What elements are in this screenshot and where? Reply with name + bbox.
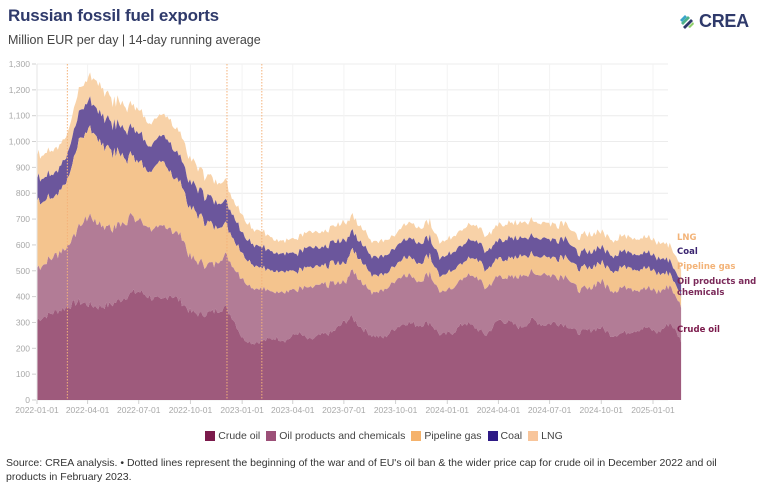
x-tick-label: 2025-01-01 bbox=[631, 405, 675, 415]
y-axis: 0 100 200 300 400 500 600 700 800 900 1,000 1,100 1,… bbox=[9, 59, 38, 405]
event-lines bbox=[66, 64, 263, 400]
stacked-area-chart: 0 100 200 300 400 500 600 700 800 900 1,000 1,100 1,… bbox=[9, 59, 757, 415]
series-label-lng: LNG bbox=[677, 233, 697, 243]
x-tick-label: 2023-10-01 bbox=[374, 405, 418, 415]
x-tick-label: 2022-04-01 bbox=[66, 405, 110, 415]
area-coal bbox=[37, 96, 682, 298]
y-tick-label: 800 bbox=[16, 188, 30, 198]
area-oil-products bbox=[37, 212, 682, 345]
x-axis: 2022-01-01 2022-04-01 2022-07-01 2022-10-01… bbox=[15, 400, 675, 415]
y-tick-label: 500 bbox=[16, 266, 30, 276]
legend-item-coal[interactable]: Coal bbox=[487, 430, 523, 442]
legend-item-crude-oil[interactable]: Crude oil bbox=[205, 430, 260, 442]
y-tick-label: 1,300 bbox=[9, 59, 31, 69]
legend-label: Oil products and chemicals bbox=[279, 430, 406, 442]
series-label-pipeline-gas: Pipeline gas bbox=[677, 262, 735, 272]
x-tick-label: 2022-07-01 bbox=[117, 405, 161, 415]
legend-swatch-crude-oil bbox=[205, 431, 216, 441]
legend-label: Coal bbox=[500, 430, 523, 442]
y-tick-label: 400 bbox=[16, 292, 30, 302]
x-tick-label: 2024-04-01 bbox=[477, 405, 521, 415]
series-areas bbox=[37, 72, 682, 400]
legend-swatch-oil-products bbox=[266, 431, 277, 441]
legend-swatch-lng bbox=[528, 431, 539, 441]
y-tick-label: 1,200 bbox=[9, 85, 31, 95]
x-tick-label: 2024-01-01 bbox=[426, 405, 470, 415]
chart-title: Russian fossil fuel exports bbox=[8, 6, 219, 25]
x-tick-label: 2024-10-01 bbox=[580, 405, 624, 415]
y-tick-label: 300 bbox=[16, 317, 30, 327]
y-tick-label: 600 bbox=[16, 240, 30, 250]
series-labels: LNG Coal Pipeline gas Oil products andchemi… bbox=[677, 233, 756, 335]
legend-swatch-coal bbox=[487, 431, 498, 441]
source-note: Source: CREA analysis. • Dotted lines re… bbox=[6, 457, 717, 483]
area-crude-oil bbox=[37, 289, 682, 400]
series-label-crude-oil: Crude oil bbox=[677, 325, 720, 335]
legend-item-lng[interactable]: LNG bbox=[528, 430, 563, 442]
x-tick-label: 2023-01-01 bbox=[220, 405, 264, 415]
crea-logo: CREA bbox=[679, 11, 749, 32]
legend-item-pipeline-gas[interactable]: Pipeline gas bbox=[411, 430, 482, 442]
y-tick-label: 200 bbox=[16, 343, 30, 353]
x-tick-label: 2024-07-01 bbox=[528, 405, 572, 415]
y-tick-label: 1,100 bbox=[9, 111, 31, 121]
x-tick-label: 2022-10-01 bbox=[169, 405, 213, 415]
y-tick-label: 0 bbox=[25, 395, 30, 405]
area-pipeline-gas bbox=[37, 125, 682, 308]
y-tick-label: 100 bbox=[16, 369, 30, 379]
x-tick-label: 2023-07-01 bbox=[322, 405, 366, 415]
legend-label: LNG bbox=[541, 430, 563, 442]
series-label-coal: Coal bbox=[677, 247, 698, 257]
y-tick-label: 700 bbox=[16, 214, 30, 224]
legend-label: Crude oil bbox=[218, 430, 261, 442]
crea-logo-text: CREA bbox=[699, 11, 749, 31]
series-label-oil-products: Oil products and bbox=[677, 277, 756, 287]
chart-subtitle: Million EUR per day | 14-day running ave… bbox=[8, 33, 261, 47]
legend: Crude oil Oil products and chemicals Pip… bbox=[0, 430, 768, 442]
x-tick-label: 2022-01-01 bbox=[15, 405, 59, 415]
crea-leaf-logo-icon bbox=[680, 15, 694, 29]
area-lng bbox=[37, 72, 682, 285]
legend-item-oil-products[interactable]: Oil products and chemicals bbox=[266, 430, 405, 442]
legend-label: Pipeline gas bbox=[424, 430, 482, 442]
legend-swatch-pipeline-gas bbox=[411, 431, 422, 441]
x-tick-label: 2023-04-01 bbox=[271, 405, 315, 415]
y-tick-label: 900 bbox=[16, 162, 30, 172]
y-tick-label: 1,000 bbox=[9, 137, 31, 147]
series-label-oil-products-line2: chemicals bbox=[677, 288, 724, 298]
